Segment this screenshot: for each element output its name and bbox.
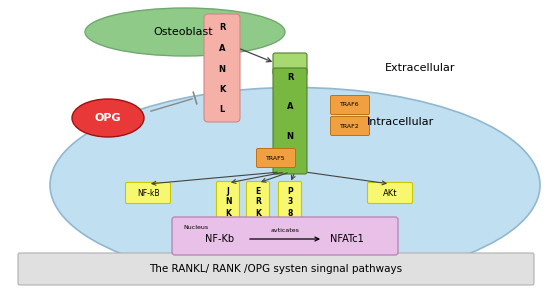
Text: NF-Kb: NF-Kb [205, 234, 234, 244]
Text: N: N [219, 64, 226, 73]
Text: L: L [219, 105, 225, 114]
Text: 3: 3 [288, 197, 293, 207]
FancyBboxPatch shape [125, 182, 171, 203]
FancyBboxPatch shape [279, 181, 301, 223]
Text: P: P [287, 186, 293, 195]
FancyBboxPatch shape [368, 182, 412, 203]
Text: K: K [225, 208, 231, 218]
Text: N: N [225, 197, 231, 207]
Text: avticates: avticates [270, 228, 299, 233]
FancyBboxPatch shape [273, 68, 307, 174]
Ellipse shape [72, 99, 144, 137]
Text: E: E [256, 186, 261, 195]
Text: OPG: OPG [95, 113, 121, 123]
Text: R: R [286, 73, 293, 81]
Text: Intracellular: Intracellular [367, 117, 434, 127]
Text: J: J [226, 186, 230, 195]
FancyBboxPatch shape [331, 95, 369, 114]
Text: AKt: AKt [383, 188, 397, 197]
FancyBboxPatch shape [18, 253, 534, 285]
Text: A: A [286, 102, 293, 111]
Ellipse shape [50, 88, 540, 283]
Text: NF-kB: NF-kB [137, 188, 159, 197]
Text: The RANKL/ RANK /OPG systen singnal pathways: The RANKL/ RANK /OPG systen singnal path… [150, 264, 402, 274]
Text: K: K [219, 85, 225, 94]
Text: R: R [219, 23, 225, 32]
FancyBboxPatch shape [247, 181, 269, 223]
Text: R: R [255, 197, 261, 207]
Text: TRAF5: TRAF5 [266, 155, 286, 160]
FancyBboxPatch shape [273, 53, 307, 75]
Text: 8: 8 [287, 208, 293, 218]
FancyBboxPatch shape [204, 14, 240, 122]
Text: A: A [219, 44, 225, 53]
Text: K: K [287, 162, 293, 171]
Text: Osteoblast: Osteoblast [153, 27, 213, 37]
FancyBboxPatch shape [331, 116, 369, 136]
Text: TRAF2: TRAF2 [340, 123, 360, 129]
Text: Extracellular: Extracellular [385, 63, 455, 73]
Text: Nucleus: Nucleus [183, 225, 208, 230]
FancyBboxPatch shape [216, 181, 240, 223]
FancyBboxPatch shape [172, 217, 398, 255]
Text: NFATc1: NFATc1 [330, 234, 364, 244]
FancyBboxPatch shape [257, 149, 295, 168]
Ellipse shape [85, 8, 285, 56]
Text: K: K [255, 208, 261, 218]
Text: TRAF6: TRAF6 [340, 103, 360, 108]
Text: N: N [286, 132, 294, 141]
